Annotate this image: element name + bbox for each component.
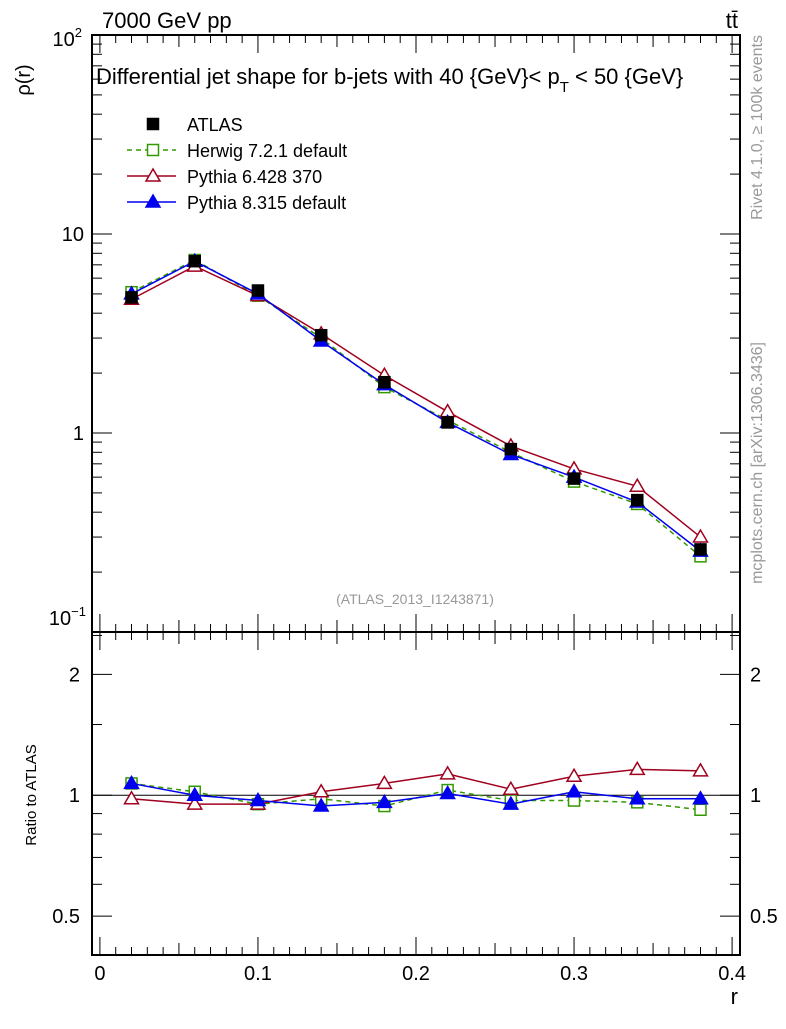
y-tick-label-100: 102 xyxy=(53,25,82,51)
y-tick-label-0.1: 10−1 xyxy=(49,604,86,630)
ratio-line-pythia-8-315-default xyxy=(131,782,701,807)
ratio-tick-label-right: 2 xyxy=(750,664,761,686)
legend-marker-atlas xyxy=(146,117,160,131)
ratio-point-pythia-6-428-370 xyxy=(565,767,583,782)
legend-label-pythia-6-428-370: Pythia 6.428 370 xyxy=(187,167,322,187)
point-atlas xyxy=(694,543,707,556)
side-label-top: Rivet 4.1.0, ≥ 100k events xyxy=(749,35,766,220)
x-tick-label: 0.4 xyxy=(718,963,746,985)
x-tick-label: 0 xyxy=(94,963,105,985)
ratio-point-pythia-6-428-370 xyxy=(123,790,140,805)
point-atlas xyxy=(441,416,454,429)
ratio-y-axis-label: Ratio to ATLAS xyxy=(23,744,40,845)
legend-marker-herwig-7-2-1-default xyxy=(146,143,160,157)
point-atlas xyxy=(251,284,265,297)
ratio-tick-label: 1 xyxy=(69,785,80,807)
point-pythia-6-428-370 xyxy=(628,477,646,493)
point-atlas xyxy=(314,328,328,342)
ratio-point-pythia-8-315-default xyxy=(312,797,330,812)
ratio-point-pythia-6-428-370 xyxy=(628,760,646,776)
legend-label-herwig-7-2-1-default: Herwig 7.2.1 default xyxy=(187,141,347,161)
ratio-point-pythia-6-428-370 xyxy=(502,780,520,795)
line-pythia-6-428-370 xyxy=(131,265,701,538)
line-pythia-8-315-default xyxy=(131,260,701,552)
y-axis-label: ρ(r) xyxy=(13,64,35,95)
ratio-point-pythia-6-428-370 xyxy=(312,783,330,798)
ratio-point-herwig-7-2-1-default xyxy=(694,803,707,817)
ratio-point-pythia-6-428-370 xyxy=(439,765,456,780)
x-axis-label: r xyxy=(731,984,738,1009)
ratio-tick-label-right: 0.5 xyxy=(750,906,778,928)
legend-marker-pythia-8-315-default xyxy=(144,193,162,208)
point-pythia-6-428-370 xyxy=(692,528,709,543)
ratio-tick-label-right: 1 xyxy=(750,785,761,807)
watermark: (ATLAS_2013_I1243871) xyxy=(336,591,494,607)
point-atlas xyxy=(567,472,581,485)
ratio-point-pythia-8-315-default xyxy=(565,783,583,798)
point-atlas xyxy=(631,493,644,507)
point-atlas xyxy=(504,442,518,456)
top-left-label: 7000 GeV pp xyxy=(102,8,232,33)
x-tick-label: 0.1 xyxy=(244,963,272,985)
top-right-label: tt̄ xyxy=(726,8,738,33)
point-atlas xyxy=(125,291,138,304)
ratio-line-pythia-6-428-370 xyxy=(131,768,701,805)
ratio-point-pythia-6-428-370 xyxy=(186,795,204,810)
ratio-point-pythia-6-428-370 xyxy=(376,774,393,790)
ratio-point-pythia-8-315-default xyxy=(249,792,267,807)
side-label-bottom: mcplots.cern.ch [arXiv:1306.3436] xyxy=(749,342,766,584)
legend-label-pythia-8-315-default: Pythia 8.315 default xyxy=(187,193,346,213)
ratio-point-pythia-6-428-370 xyxy=(692,762,709,777)
legend-marker-pythia-6-428-370 xyxy=(144,167,162,182)
ratio-point-pythia-8-315-default xyxy=(502,795,520,810)
ratio-point-pythia-8-315-default xyxy=(439,785,456,800)
ratio-line-herwig-7-2-1-default xyxy=(131,782,701,811)
ratio-point-pythia-8-315-default xyxy=(186,786,204,801)
ratio-point-pythia-8-315-default xyxy=(692,790,709,805)
ratio-point-pythia-8-315-default xyxy=(123,774,140,790)
x-tick-label: 0.2 xyxy=(402,963,430,985)
point-atlas xyxy=(378,375,391,389)
title: Differential jet shape for b-jets with 4… xyxy=(96,64,683,96)
legend-label-atlas: ATLAS xyxy=(187,115,243,135)
ratio-tick-label: 2 xyxy=(69,664,80,686)
y-tick-label: 1 xyxy=(73,423,84,445)
x-tick-label: 0.3 xyxy=(560,963,588,985)
point-atlas xyxy=(188,254,201,268)
ratio-point-pythia-8-315-default xyxy=(376,793,393,809)
line-herwig-7-2-1-default xyxy=(131,259,701,557)
ratio-point-pythia-8-315-default xyxy=(628,790,646,805)
ratio-tick-label: 0.5 xyxy=(52,906,80,928)
y-tick-label: 10 xyxy=(62,224,84,246)
